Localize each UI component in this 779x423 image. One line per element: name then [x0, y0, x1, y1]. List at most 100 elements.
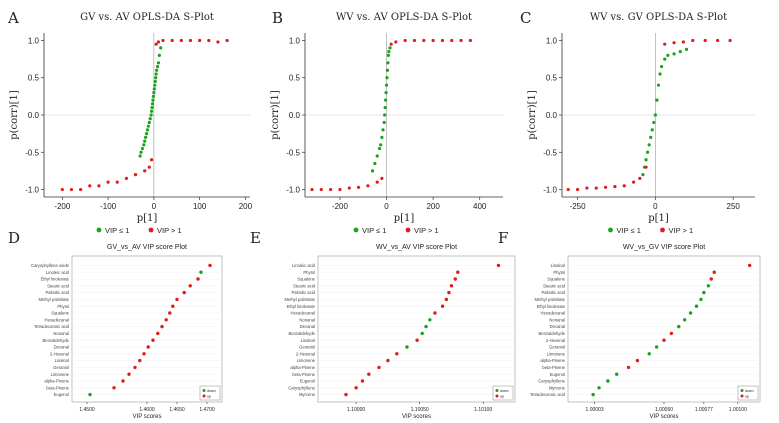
category-label: Caryophyllene oxide	[31, 263, 70, 268]
x-tick-label: 1.00003	[586, 407, 604, 413]
point-vip-low	[370, 169, 375, 173]
point-vip-low	[147, 120, 151, 125]
point-vip-high	[575, 187, 580, 192]
point-vip-low	[155, 64, 160, 69]
legend-marker-vip-low	[96, 227, 102, 233]
x-tick-label: 250	[727, 202, 741, 211]
y-tick-label: 1.0	[289, 36, 301, 45]
point-vip-high	[644, 165, 648, 169]
point-vip-low	[646, 150, 650, 154]
point-down	[647, 352, 651, 356]
point-up	[175, 297, 179, 302]
point-down	[405, 345, 409, 349]
point-vip-low	[143, 139, 147, 143]
category-label: Palmitic acid	[45, 290, 69, 295]
point-vip-high	[366, 184, 370, 188]
point-vip-high	[115, 180, 119, 184]
category-label: beta-Pinene	[542, 365, 565, 370]
point-vip-low	[148, 117, 152, 121]
point-vip-low	[384, 91, 388, 95]
category-label: Decanal	[550, 324, 565, 329]
y-tick-label: 0.0	[546, 111, 558, 120]
legend-label-vip-low: VIP ≤ 1	[617, 226, 641, 235]
x-tick-label: 1.00050	[655, 407, 673, 413]
point-vip-low	[152, 87, 156, 91]
point-vip-low	[656, 83, 661, 87]
point-vip-low	[154, 72, 158, 76]
x-tick-label: 1.4500	[79, 407, 95, 413]
point-up	[747, 263, 752, 268]
category-label: Squalene	[547, 277, 565, 282]
category-label: Caryophyllene	[538, 379, 565, 384]
category-label: beta-Pinene	[292, 372, 315, 377]
splot-wv-vs-gv: WV vs. GV OPLS-DA S-Plot -250 0 250 -1.0 -0.5…	[527, 12, 755, 235]
category-label: Phytol	[57, 304, 69, 309]
point-vip-high	[143, 169, 147, 173]
category-label: Squalene	[297, 277, 315, 282]
point-up	[447, 290, 451, 295]
point-up	[127, 372, 131, 376]
point-down	[688, 311, 693, 315]
y-axis-label: p(corr)[1]	[9, 90, 20, 140]
category-label: Linalool	[55, 358, 70, 363]
point-vip-low	[383, 105, 387, 110]
category-label: alpha-Pinene	[44, 379, 69, 384]
category-label: Phytol	[303, 270, 315, 275]
point-up	[367, 372, 371, 376]
category-label: alpha-Pinene	[540, 358, 565, 363]
category-label: Methyl palmitate	[39, 297, 70, 302]
x-tick-label: 100	[193, 202, 207, 211]
category-label: Eugenol	[300, 379, 315, 384]
point-vip-high	[468, 38, 472, 43]
x-tick-label: 200	[239, 202, 253, 211]
point-up	[344, 392, 348, 397]
point-vip-high	[450, 38, 454, 43]
legend-label-down: down	[745, 389, 754, 393]
category-label: Stearic acid	[543, 283, 566, 288]
category-label: Nonanal	[299, 317, 315, 322]
category-label: Caryophyllene	[288, 385, 315, 390]
point-up	[133, 365, 137, 370]
category-label: Decanal	[300, 324, 315, 329]
point-vip-low	[146, 124, 150, 128]
category-label: beta-Pinene	[46, 385, 69, 390]
y-tick-label: 0.5	[289, 74, 301, 83]
legend-marker-down	[202, 389, 206, 392]
legend-label-up: up	[500, 395, 504, 399]
point-vip-high	[394, 40, 398, 44]
point-up	[440, 304, 445, 308]
x-tick-label: 1.10100	[474, 407, 492, 413]
x-tick-label: -200	[54, 202, 71, 211]
point-down	[677, 324, 681, 329]
legend-label-down: down	[207, 389, 216, 393]
category-label: Tetradecanoic acid	[530, 392, 566, 397]
plot-frame	[71, 255, 223, 403]
point-vip-high	[585, 186, 589, 190]
point-vip-low	[159, 46, 163, 50]
point-vip-low	[641, 173, 645, 177]
point-up	[662, 338, 666, 342]
category-label: 2-Hexenal	[296, 351, 315, 356]
category-label: alpha-Pinene	[290, 365, 315, 370]
point-vip-low	[150, 102, 155, 106]
y-axis-label: p(corr)[1]	[527, 90, 538, 140]
point-vip-low	[678, 50, 682, 54]
point-up	[456, 270, 460, 274]
point-vip-high	[106, 180, 110, 184]
point-vip-high	[88, 184, 92, 188]
point-down	[424, 324, 428, 329]
x-axis-label: VIP scores	[402, 414, 431, 420]
legend-marker-up	[495, 394, 499, 398]
x-tick-label: 0	[653, 202, 658, 211]
point-vip-high	[207, 38, 211, 43]
category-label: Decanal	[54, 345, 69, 350]
point-up	[156, 331, 160, 336]
point-vip-low	[384, 83, 389, 87]
y-tick-label: -0.5	[543, 148, 557, 157]
point-down	[699, 297, 703, 302]
category-label: Limonene	[51, 372, 70, 377]
point-vip-low	[383, 98, 388, 102]
point-vip-low	[375, 154, 379, 158]
point-vip-low	[653, 113, 657, 117]
point-vip-low	[151, 94, 156, 98]
